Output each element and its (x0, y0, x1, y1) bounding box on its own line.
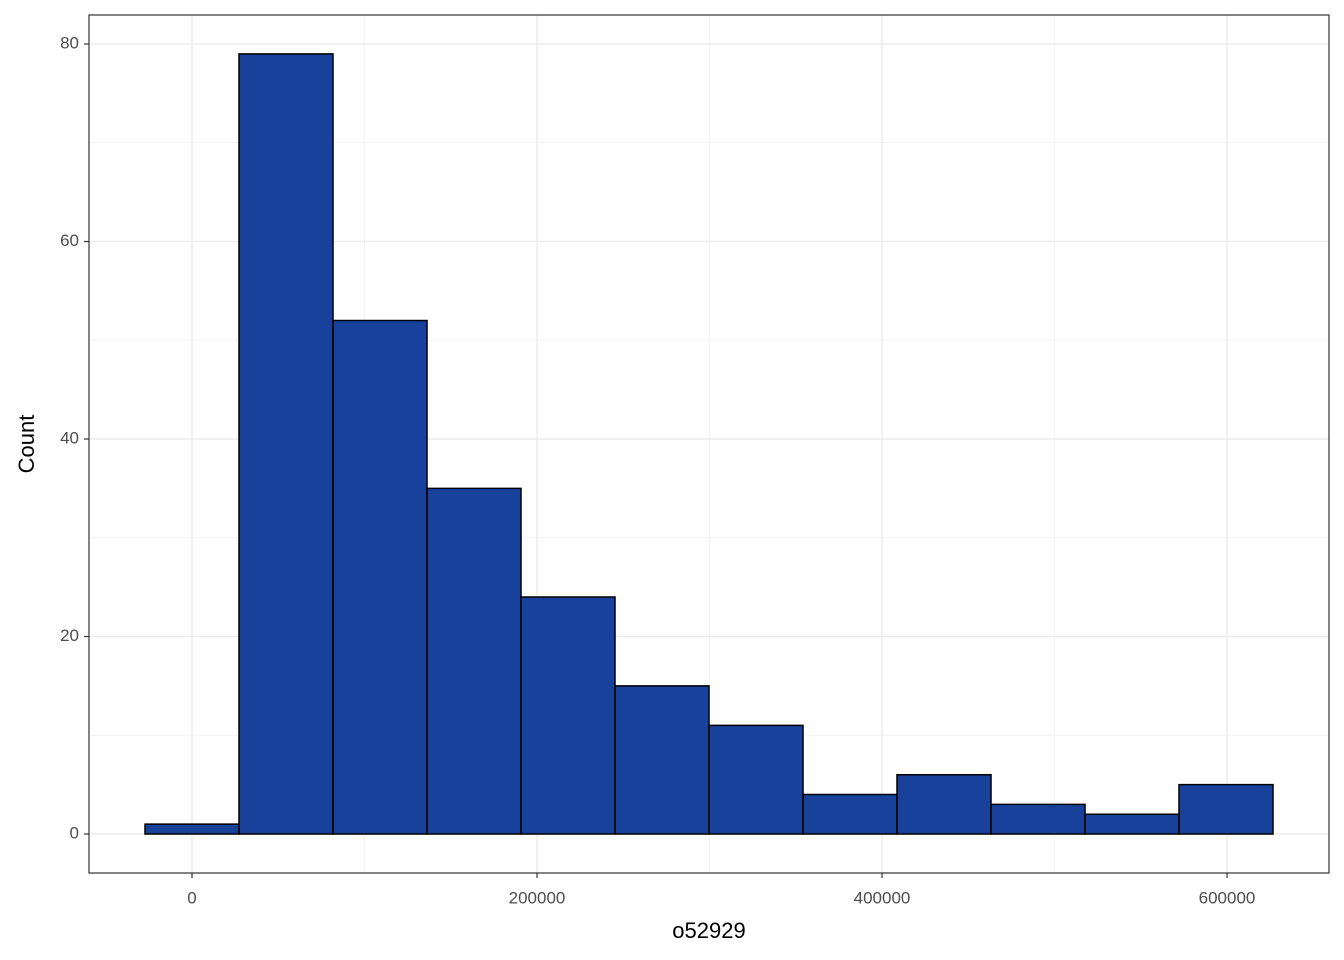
bar (238, 53, 334, 835)
bar (426, 487, 522, 835)
bar (332, 319, 428, 835)
y-axis-title: Count (14, 415, 39, 474)
bar (1178, 783, 1274, 835)
y-tick-label: 60 (60, 231, 79, 250)
bar (520, 596, 616, 835)
x-tick-label: 0 (187, 888, 196, 907)
bar (990, 803, 1086, 835)
x-tick-label: 400000 (854, 888, 911, 907)
bar (144, 823, 240, 835)
bar (896, 773, 992, 835)
x-tick-label: 200000 (509, 888, 566, 907)
y-tick-label: 80 (60, 34, 79, 53)
panel-border (88, 14, 1330, 874)
bar (802, 793, 898, 835)
x-axis-title: o52929 (672, 918, 745, 943)
y-tick-label: 0 (70, 823, 79, 842)
bar (1084, 813, 1180, 835)
bar (614, 685, 710, 835)
x-tick-label: 600000 (1199, 888, 1256, 907)
y-tick-label: 20 (60, 626, 79, 645)
y-tick-label: 40 (60, 428, 79, 447)
bar (708, 724, 804, 835)
